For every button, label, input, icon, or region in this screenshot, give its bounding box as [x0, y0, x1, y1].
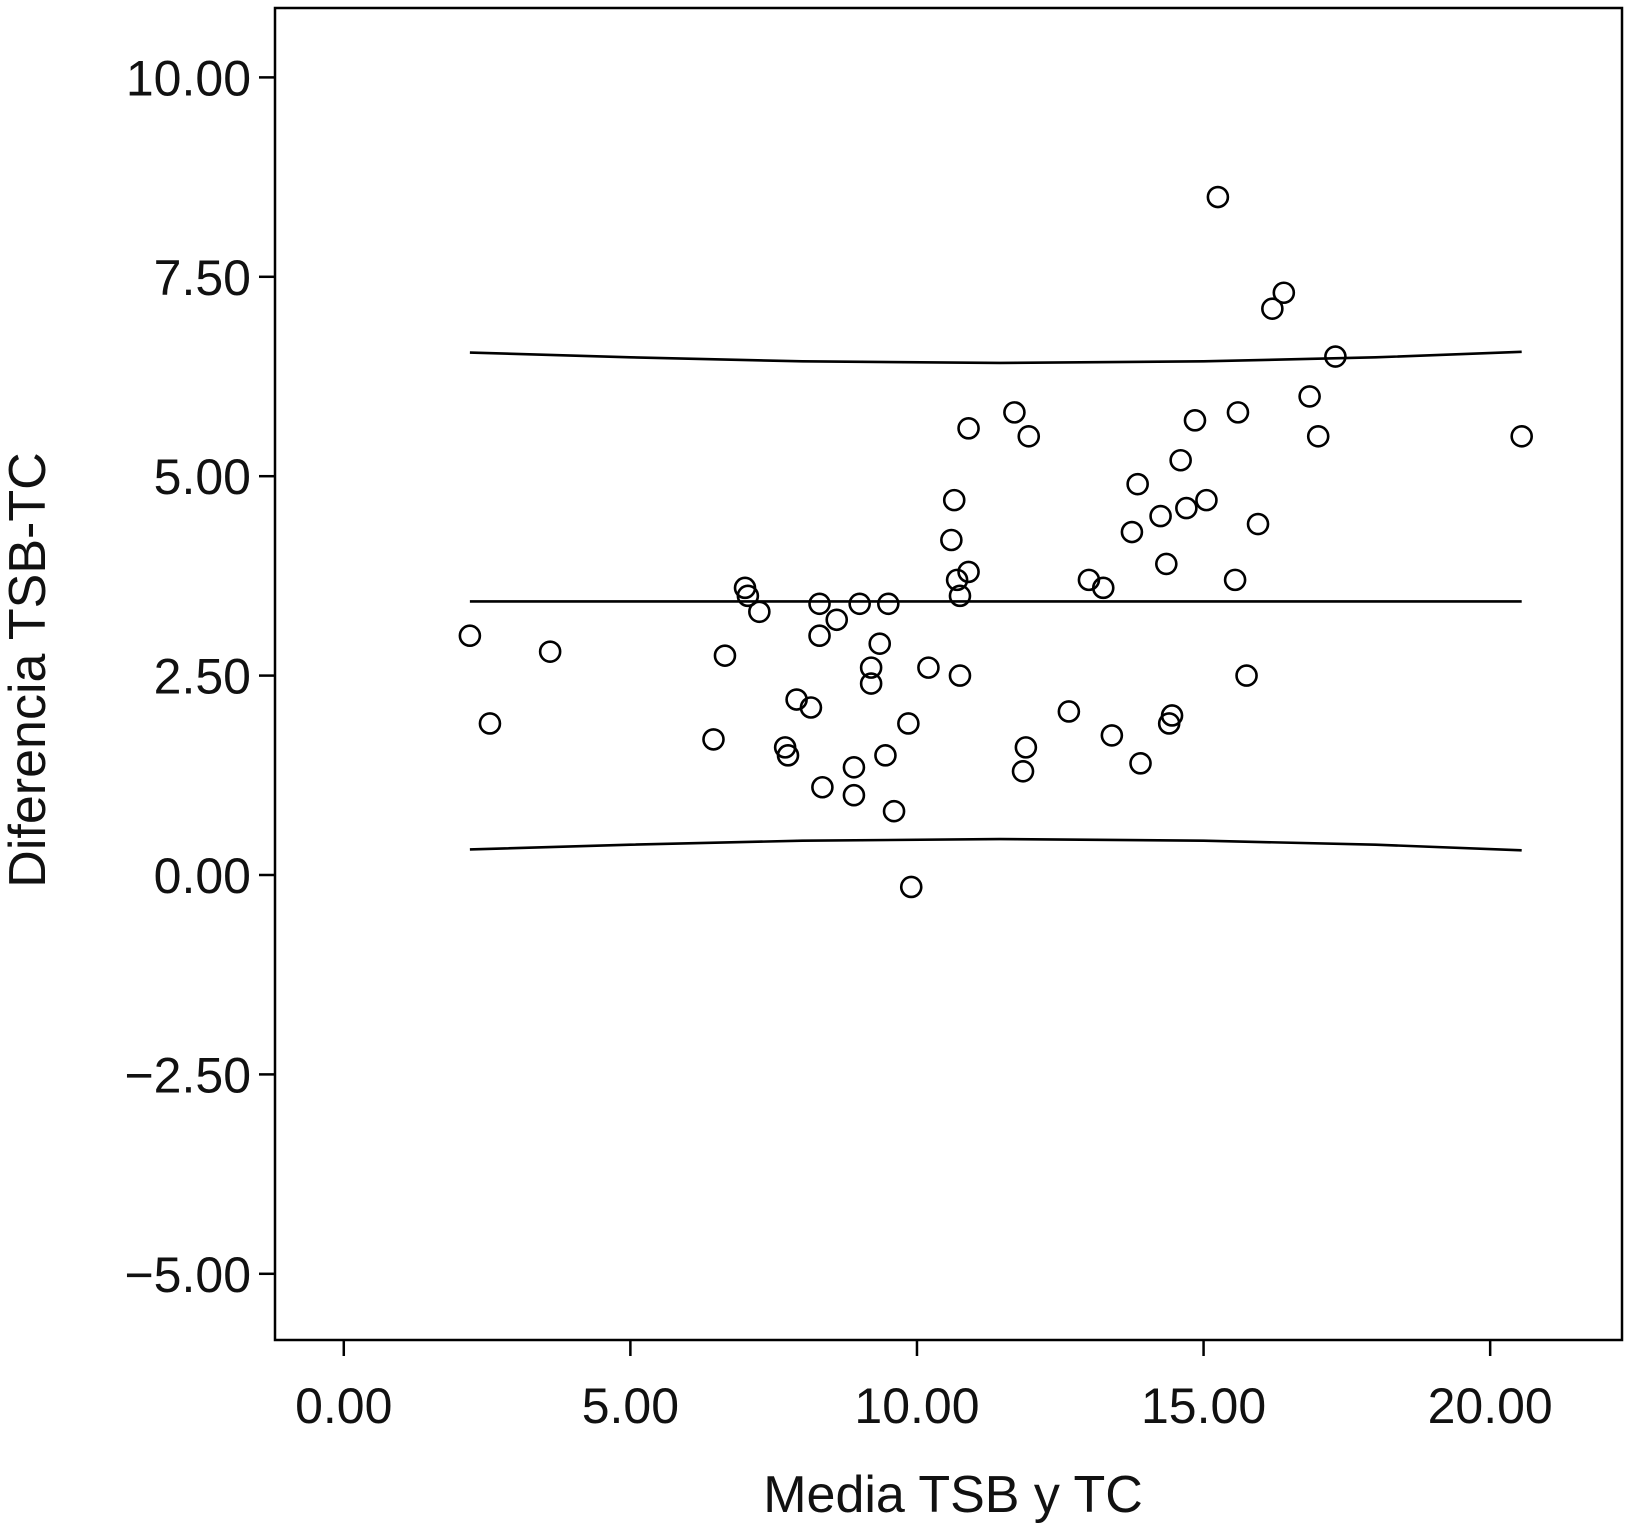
data-point — [1120, 520, 1144, 544]
data-point — [1100, 724, 1124, 747]
data-point — [1235, 664, 1258, 687]
data-point — [842, 756, 866, 779]
data-point — [942, 488, 966, 512]
x-tick-label: 20.00 — [1428, 1378, 1553, 1434]
data-point — [1306, 425, 1330, 448]
data-point — [945, 568, 969, 592]
data-point — [1126, 472, 1149, 496]
x-tick-label: 0.00 — [295, 1378, 392, 1434]
data-point — [957, 560, 980, 584]
data-point — [957, 417, 980, 440]
data-point — [868, 632, 892, 655]
data-point — [874, 744, 897, 767]
y-tick-label: 5.00 — [154, 449, 251, 505]
data-point — [825, 608, 849, 632]
x-axis: 0.00 5.00 10.00 15.00 20.00 — [295, 1340, 1553, 1434]
data-point — [1272, 281, 1296, 305]
data-point — [736, 584, 760, 608]
x-tick-label: 15.00 — [1141, 1378, 1266, 1434]
data-point — [1183, 409, 1207, 432]
data-point — [458, 624, 482, 648]
x-axis-title: Media TSB y TC — [763, 1466, 1143, 1524]
data-point — [859, 672, 883, 695]
data-point — [1160, 704, 1184, 727]
data-point — [1206, 185, 1230, 209]
data-point — [842, 783, 866, 807]
y-tick-label: 2.50 — [154, 649, 251, 705]
data-point — [1011, 760, 1035, 783]
y-tick-label: 10.00 — [126, 50, 251, 106]
data-point — [811, 775, 834, 799]
data-point — [1223, 568, 1247, 592]
data-point — [1324, 345, 1347, 368]
data-point — [1014, 736, 1038, 759]
data-point — [1226, 401, 1250, 424]
data-point — [713, 644, 737, 667]
y-tick-label: −2.50 — [124, 1047, 251, 1103]
data-point — [1155, 552, 1178, 576]
lower-limit-line — [469, 837, 1522, 852]
data-point — [1149, 504, 1172, 528]
data-point — [1246, 512, 1270, 536]
data-point — [808, 592, 831, 616]
data-point — [1195, 488, 1218, 512]
data-point — [948, 664, 972, 687]
data-point — [702, 728, 725, 751]
data-point — [859, 656, 883, 679]
data-point — [882, 799, 906, 823]
data-point — [1057, 700, 1081, 723]
data-point — [776, 744, 800, 767]
x-tick-label: 5.00 — [582, 1378, 679, 1434]
y-tick-label: 7.50 — [154, 250, 251, 306]
data-point — [1003, 401, 1026, 424]
data-point — [1510, 425, 1533, 448]
data-point — [1091, 576, 1115, 600]
y-tick-label: −5.00 — [124, 1247, 251, 1303]
data-point — [877, 592, 900, 616]
data-point — [940, 528, 963, 552]
data-point — [1017, 425, 1041, 448]
data-point — [1169, 448, 1192, 472]
data-point — [1298, 385, 1321, 408]
data-point — [917, 656, 940, 679]
data-point — [748, 600, 771, 624]
data-point — [1129, 752, 1152, 775]
x-tick-label: 10.00 — [854, 1378, 979, 1434]
data-point — [897, 712, 920, 735]
plot-frame — [273, 6, 1624, 1342]
data-point — [848, 592, 871, 616]
upper-limit-line — [469, 350, 1522, 365]
data-point — [899, 875, 923, 899]
y-axis-title: Diferencia TSB-TC — [0, 452, 57, 887]
y-axis: 10.00 7.50 5.00 2.50 0.00 −2.50 −5.00 — [124, 50, 275, 1303]
data-point — [478, 712, 502, 735]
data-point — [808, 624, 831, 648]
data-point — [1175, 496, 1198, 520]
data-point — [948, 584, 972, 608]
reference-lines — [469, 350, 1522, 852]
data-point — [1261, 297, 1284, 320]
data-point — [799, 696, 823, 719]
data-point — [538, 640, 562, 663]
scatter-points — [458, 185, 1533, 899]
y-tick-label: 0.00 — [154, 848, 251, 904]
